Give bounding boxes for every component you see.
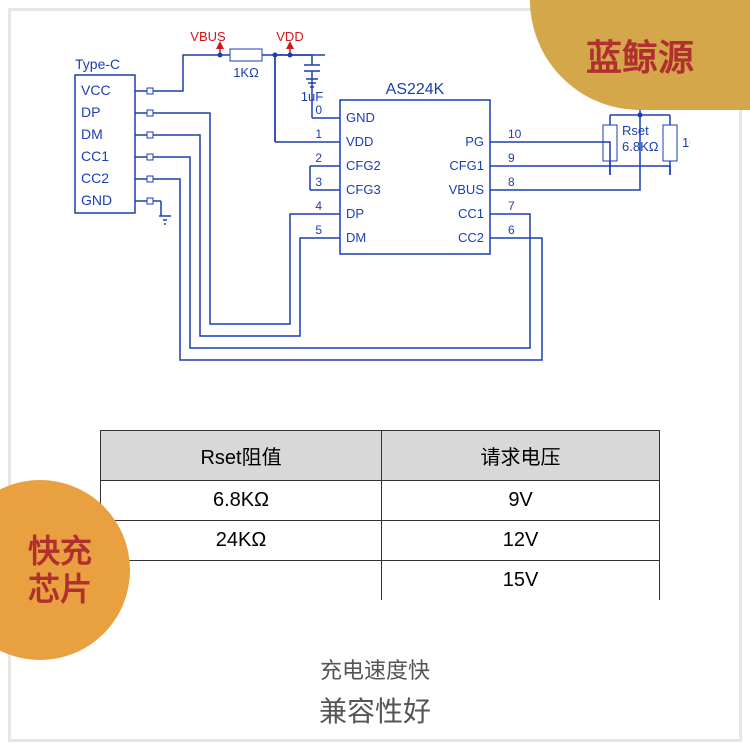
caption-compat: 兼容性好 xyxy=(319,690,431,730)
table-cell: 12V xyxy=(382,521,660,561)
caption-speed: 充电速度快 xyxy=(320,653,430,685)
svg-text:7: 7 xyxy=(508,199,515,213)
svg-text:CFG1: CFG1 xyxy=(449,158,484,173)
svg-text:DP: DP xyxy=(81,104,100,120)
svg-text:6: 6 xyxy=(508,223,515,237)
col-rset: Rset阻值 xyxy=(101,431,382,481)
brand-text: 蓝鲸源 xyxy=(586,29,694,81)
svg-text:GND: GND xyxy=(81,192,112,208)
svg-text:Type-C: Type-C xyxy=(75,56,120,72)
svg-text:9: 9 xyxy=(508,151,515,165)
svg-text:CC2: CC2 xyxy=(458,230,484,245)
svg-text:1KΩ: 1KΩ xyxy=(233,65,259,80)
svg-text:VCC: VCC xyxy=(81,82,111,98)
svg-text:2: 2 xyxy=(315,151,322,165)
table-cell: 6.8KΩ xyxy=(101,481,382,521)
svg-text:DM: DM xyxy=(81,126,103,142)
svg-text:10KΩ: 10KΩ xyxy=(682,135,690,150)
svg-text:AS224K: AS224K xyxy=(386,81,445,98)
svg-text:VBUS: VBUS xyxy=(190,29,226,44)
svg-text:GND: GND xyxy=(346,110,375,125)
svg-text:8: 8 xyxy=(508,175,515,189)
col-voltage: 请求电压 xyxy=(382,431,660,481)
svg-text:10: 10 xyxy=(508,127,522,141)
svg-text:CC1: CC1 xyxy=(81,148,109,164)
svg-text:VDD: VDD xyxy=(346,134,373,149)
svg-text:DP: DP xyxy=(346,206,364,221)
svg-text:VBUS: VBUS xyxy=(449,182,485,197)
circle-line2: 芯片 xyxy=(28,570,92,608)
svg-text:CC1: CC1 xyxy=(458,206,484,221)
svg-text:1: 1 xyxy=(315,127,322,141)
svg-text:3: 3 xyxy=(315,175,322,189)
svg-text:5: 5 xyxy=(315,223,322,237)
svg-text:CFG2: CFG2 xyxy=(346,158,381,173)
svg-text:CFG3: CFG3 xyxy=(346,182,381,197)
table-cell: 15V xyxy=(382,561,660,601)
table-cell: 24KΩ xyxy=(101,521,382,561)
svg-text:CC2: CC2 xyxy=(81,170,109,186)
svg-text:DM: DM xyxy=(346,230,366,245)
svg-text:4: 4 xyxy=(315,199,322,213)
svg-text:PG: PG xyxy=(465,134,484,149)
rset-table: Rset阻值 请求电压 6.8KΩ9V24KΩ12V15V xyxy=(100,430,660,600)
circle-line1: 快充 xyxy=(28,532,92,570)
table-cell xyxy=(101,561,382,601)
svg-text:0: 0 xyxy=(315,103,322,117)
table-cell: 9V xyxy=(382,481,660,521)
svg-text:Rset: Rset xyxy=(622,123,649,138)
